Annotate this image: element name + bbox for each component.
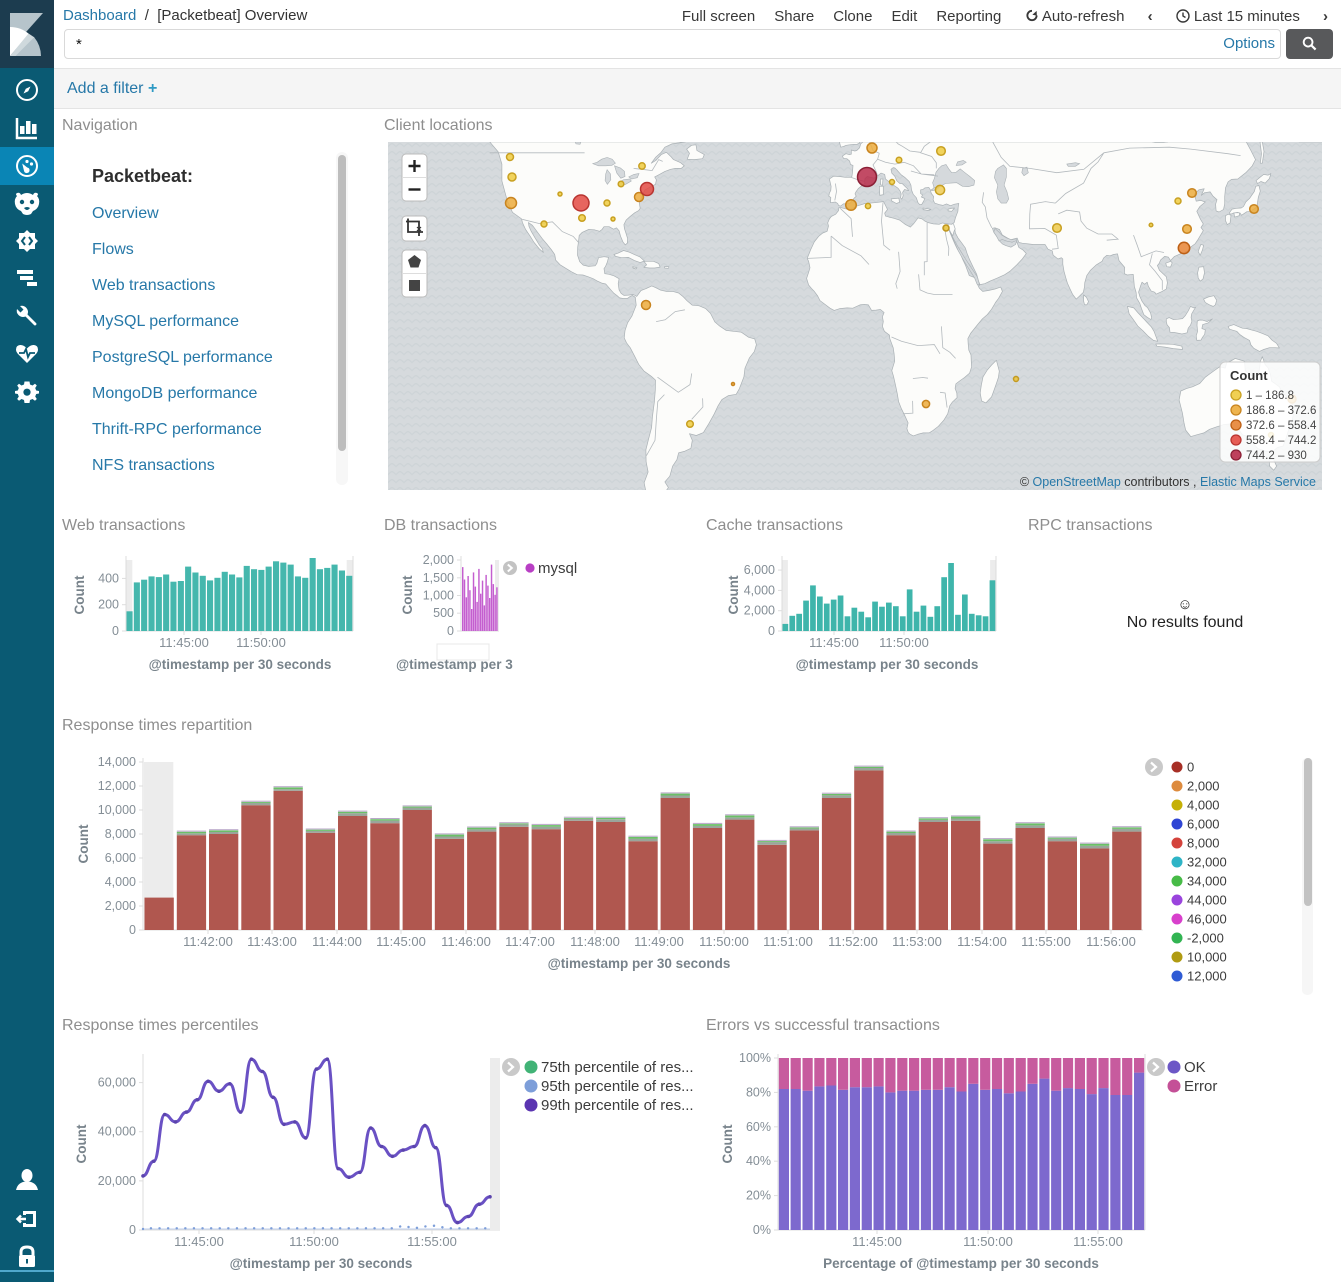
svg-text:40,000: 40,000 bbox=[98, 1125, 136, 1139]
svg-text:8,000: 8,000 bbox=[105, 827, 136, 841]
svg-text:14,000: 14,000 bbox=[98, 755, 136, 769]
svg-text:2,000: 2,000 bbox=[105, 899, 136, 913]
svg-text:6,000: 6,000 bbox=[105, 851, 136, 865]
svg-text:Error: Error bbox=[1184, 1078, 1217, 1095]
svg-text:2,000: 2,000 bbox=[423, 553, 454, 567]
svg-text:0: 0 bbox=[129, 1223, 136, 1237]
svg-text:11:49:00: 11:49:00 bbox=[634, 934, 684, 949]
svg-text:11:45:00: 11:45:00 bbox=[376, 934, 426, 949]
svg-text:@timestamp per 30 seconds: @timestamp per 30 seconds bbox=[796, 657, 979, 672]
svg-text:OK: OK bbox=[1184, 1059, 1206, 1076]
svg-text:11:53:00: 11:53:00 bbox=[892, 934, 942, 949]
svg-text:1,500: 1,500 bbox=[423, 571, 454, 585]
svg-text:11:46:00: 11:46:00 bbox=[441, 934, 491, 949]
svg-text:11:54:00: 11:54:00 bbox=[957, 934, 1007, 949]
svg-text:11:45:00: 11:45:00 bbox=[174, 1234, 224, 1249]
svg-text:200: 200 bbox=[98, 598, 119, 612]
svg-text:11:50:00: 11:50:00 bbox=[963, 1234, 1013, 1249]
svg-text:6,000: 6,000 bbox=[1187, 817, 1220, 832]
svg-text:44,000: 44,000 bbox=[1187, 893, 1227, 908]
svg-text:0: 0 bbox=[447, 624, 454, 638]
svg-text:32,000: 32,000 bbox=[1187, 855, 1227, 870]
svg-text:4,000: 4,000 bbox=[1187, 798, 1220, 813]
svg-text:46,000: 46,000 bbox=[1187, 912, 1227, 927]
svg-text:11:55:00: 11:55:00 bbox=[1021, 934, 1071, 949]
svg-text:mysql: mysql bbox=[538, 560, 577, 577]
svg-text:11:50:00: 11:50:00 bbox=[289, 1234, 339, 1249]
svg-text:12,000: 12,000 bbox=[98, 779, 136, 793]
svg-text:11:50:00: 11:50:00 bbox=[699, 934, 749, 949]
svg-text:80%: 80% bbox=[746, 1085, 771, 1099]
svg-text:Count: Count bbox=[76, 824, 91, 863]
svg-text:10,000: 10,000 bbox=[98, 803, 136, 817]
svg-text:2,000: 2,000 bbox=[1187, 779, 1220, 794]
svg-text:95th percentile of res...: 95th percentile of res... bbox=[541, 1078, 694, 1095]
svg-text:4,000: 4,000 bbox=[105, 875, 136, 889]
svg-text:500: 500 bbox=[433, 606, 454, 620]
svg-text:75th percentile of res...: 75th percentile of res... bbox=[541, 1059, 694, 1076]
svg-text:744.2 – 930: 744.2 – 930 bbox=[1246, 450, 1307, 462]
svg-text:11:55:00: 11:55:00 bbox=[407, 1234, 457, 1249]
svg-text:Count: Count bbox=[726, 575, 741, 614]
svg-text:400: 400 bbox=[98, 571, 119, 585]
svg-text:8,000: 8,000 bbox=[1187, 836, 1220, 851]
svg-text:11:56:00: 11:56:00 bbox=[1086, 934, 1136, 949]
svg-text:Count: Count bbox=[74, 1124, 89, 1163]
svg-text:10,000: 10,000 bbox=[1187, 950, 1227, 965]
svg-text:Count: Count bbox=[720, 1124, 735, 1163]
svg-text:11:50:00: 11:50:00 bbox=[879, 635, 929, 650]
svg-text:558.4 – 744.2: 558.4 – 744.2 bbox=[1246, 435, 1316, 447]
svg-text:@timestamp per 30 seconds: @timestamp per 30 seconds bbox=[230, 1256, 413, 1271]
svg-text:0: 0 bbox=[112, 624, 119, 638]
svg-text:0%: 0% bbox=[753, 1223, 771, 1237]
svg-text:11:48:00: 11:48:00 bbox=[570, 934, 620, 949]
svg-text:Count: Count bbox=[72, 575, 87, 614]
svg-text:4,000: 4,000 bbox=[744, 583, 775, 597]
svg-text:11:45:00: 11:45:00 bbox=[159, 635, 209, 650]
svg-text:40%: 40% bbox=[746, 1154, 771, 1168]
svg-text:© OpenStreetMap contributors ,: © OpenStreetMap contributors , Elastic M… bbox=[1020, 475, 1316, 489]
svg-text:Count: Count bbox=[1230, 368, 1268, 383]
svg-text:0: 0 bbox=[768, 624, 775, 638]
svg-text:6,000: 6,000 bbox=[744, 563, 775, 577]
svg-text:11:43:00: 11:43:00 bbox=[247, 934, 297, 949]
svg-text:2,000: 2,000 bbox=[744, 604, 775, 618]
svg-text:11:45:00: 11:45:00 bbox=[809, 635, 859, 650]
svg-text:372.6 – 558.4: 372.6 – 558.4 bbox=[1246, 420, 1317, 432]
svg-text:Percentage of @timestamp per 3: Percentage of @timestamp per 30 seconds bbox=[823, 1256, 1099, 1271]
svg-text:11:55:00: 11:55:00 bbox=[1073, 1234, 1123, 1249]
svg-text:0: 0 bbox=[129, 923, 136, 937]
svg-text:-2,000: -2,000 bbox=[1187, 931, 1224, 946]
svg-text:11:44:00: 11:44:00 bbox=[312, 934, 362, 949]
svg-text:11:50:00: 11:50:00 bbox=[236, 635, 286, 650]
svg-text:12,000: 12,000 bbox=[1187, 969, 1227, 984]
svg-text:1,000: 1,000 bbox=[423, 589, 454, 603]
svg-text:100%: 100% bbox=[739, 1051, 771, 1065]
svg-text:11:47:00: 11:47:00 bbox=[505, 934, 555, 949]
svg-text:11:42:00: 11:42:00 bbox=[183, 934, 233, 949]
svg-text:20%: 20% bbox=[746, 1189, 771, 1203]
svg-text:11:51:00: 11:51:00 bbox=[763, 934, 813, 949]
svg-text:60%: 60% bbox=[746, 1120, 771, 1134]
svg-text:1 – 186.8: 1 – 186.8 bbox=[1246, 390, 1294, 402]
svg-text:99th percentile of res...: 99th percentile of res... bbox=[541, 1097, 694, 1114]
svg-text:0: 0 bbox=[1187, 760, 1194, 775]
svg-text:@timestamp per 3: @timestamp per 3 bbox=[396, 657, 513, 672]
svg-text:11:52:00: 11:52:00 bbox=[828, 934, 878, 949]
svg-text:186.8 – 372.6: 186.8 – 372.6 bbox=[1246, 405, 1316, 417]
svg-text:34,000: 34,000 bbox=[1187, 874, 1227, 889]
svg-text:@timestamp per 30 seconds: @timestamp per 30 seconds bbox=[149, 657, 332, 672]
svg-text:Count: Count bbox=[400, 575, 415, 614]
svg-text:60,000: 60,000 bbox=[98, 1076, 136, 1090]
svg-text:@timestamp per 30 seconds: @timestamp per 30 seconds bbox=[548, 956, 731, 971]
svg-text:11:45:00: 11:45:00 bbox=[852, 1234, 902, 1249]
svg-text:20,000: 20,000 bbox=[98, 1174, 136, 1188]
